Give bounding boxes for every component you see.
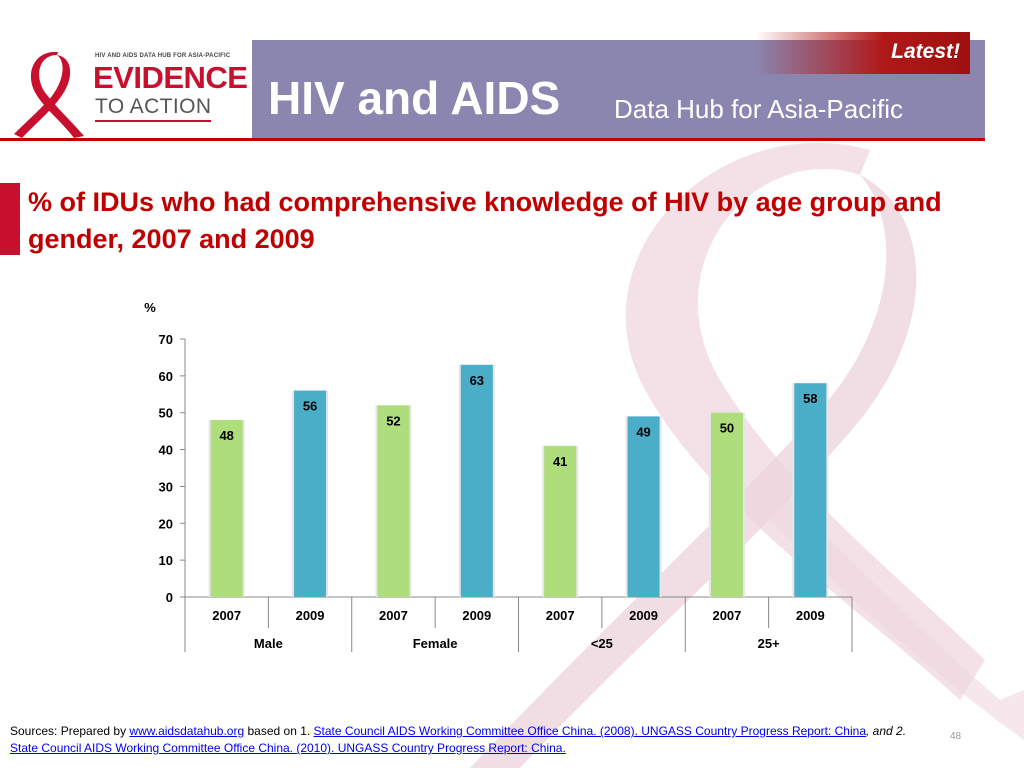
data-label: 56 [303,399,317,414]
x-group-label: Male [254,636,283,651]
y-tick-label: 20 [159,516,173,531]
bar [294,390,327,597]
x-tick-label: 2007 [379,608,408,623]
y-tick-label: 10 [159,553,173,568]
data-label: 50 [720,421,734,436]
y-tick-label: 60 [159,369,173,384]
aidsdatahub-link[interactable]: www.aidsdatahub.org [129,724,245,738]
x-tick-label: 2007 [212,608,241,623]
data-label: 63 [470,373,484,388]
y-tick-label: 30 [159,479,173,494]
header-subtitle: Data Hub for Asia-Pacific [614,94,904,124]
y-axis-label: % [144,300,156,315]
data-label: 58 [803,391,817,406]
source-link-2010[interactable]: State Council AIDS Working Committee Off… [10,741,566,755]
latest-banner[interactable]: Latest! [755,32,970,74]
chart-title: % of IDUs who had comprehensive knowledg… [28,187,942,254]
red-ribbon-icon [14,51,84,138]
logo-tagline: HIV AND AIDS DATA HUB FOR ASIA-PACIFIC [95,53,231,59]
data-label: 49 [636,424,650,439]
x-group-label: 25+ [758,636,780,651]
x-group-label: <25 [591,636,613,651]
x-tick-label: 2009 [629,608,658,623]
x-tick-label: 2009 [296,608,325,623]
sources-note: Sources: Prepared by www.aidsdatahub.org… [10,723,910,757]
y-tick-label: 40 [159,443,173,458]
sources-mid-1: based on 1. [244,724,314,738]
x-tick-label: 2009 [462,608,491,623]
bar [794,383,827,597]
title-accent-bar [0,183,20,255]
data-label: 52 [386,413,400,428]
y-tick-label: 70 [159,332,173,347]
x-tick-label: 2007 [712,608,741,623]
bar [377,405,410,597]
bar [544,445,577,597]
bar [210,420,243,597]
y-tick-label: 0 [166,590,173,605]
header-title: HIV and AIDS [268,72,561,124]
latest-label: Latest! [891,40,960,63]
source-link-2008[interactable]: State Council AIDS Working Committee Off… [313,724,866,738]
sources-mid-2: , and 2. [866,724,907,738]
logo-evidence-text: EVIDENCE [93,60,248,95]
bar [710,412,743,597]
page-number: 48 [950,731,962,742]
x-tick-label: 2009 [796,608,825,623]
bar [460,364,493,597]
logo-action-text: TO ACTION [95,96,212,122]
x-group-label: Female [413,636,458,651]
data-label: 48 [219,428,233,443]
bar [627,416,660,597]
x-tick-label: 2007 [546,608,575,623]
sources-prefix: Sources: Prepared by [10,724,130,738]
y-tick-label: 50 [159,406,173,421]
data-label: 41 [553,454,567,469]
